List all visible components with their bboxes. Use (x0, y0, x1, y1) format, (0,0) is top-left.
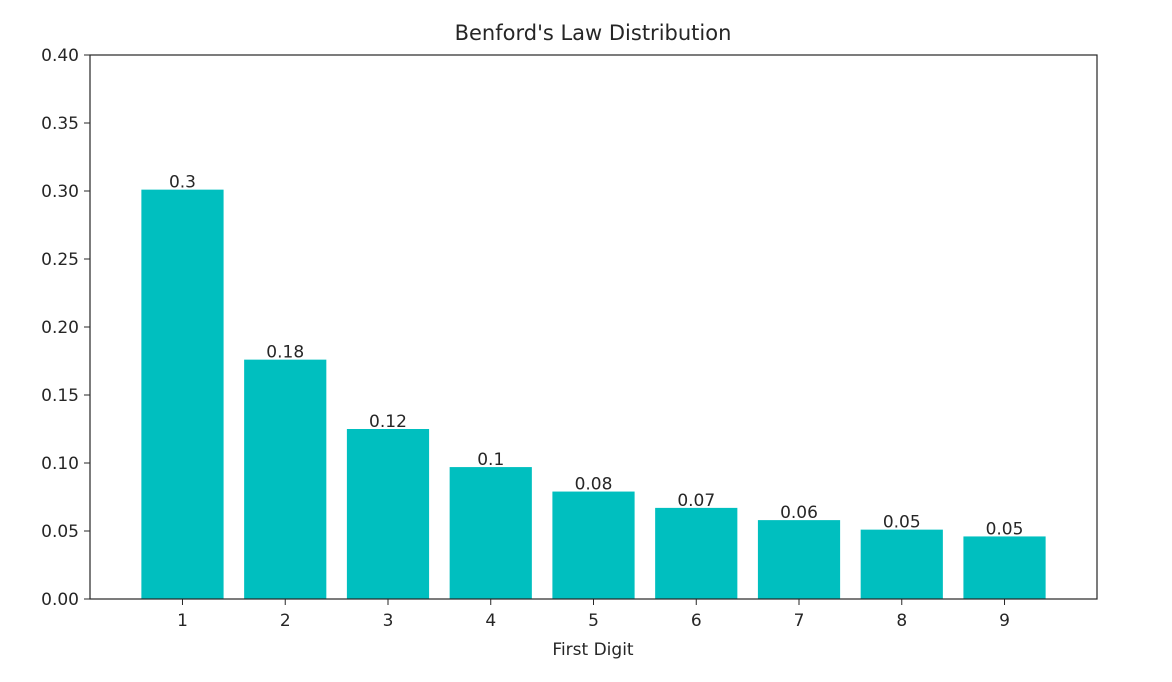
bar-value-label: 0.12 (369, 412, 407, 432)
y-axis: 0.00 0.05 0.10 0.15 0.20 0.25 0.30 0.35 0.40 (41, 46, 90, 610)
bar-3 (346, 429, 430, 599)
y-tick-label: 0.15 (41, 386, 79, 406)
bar-value-label: 0.06 (780, 503, 818, 523)
bars (141, 189, 1046, 599)
x-tick-label: 6 (691, 611, 702, 631)
bar-value-label: 0.07 (677, 491, 715, 511)
bar-4 (449, 467, 532, 599)
x-tick-label: 4 (485, 611, 496, 631)
x-tick-label: 1 (177, 611, 188, 631)
bar-value-label: 0.3 (169, 173, 196, 193)
x-axis: 1 2 3 4 5 6 7 8 9 (177, 599, 1010, 631)
bar-7 (757, 520, 841, 599)
y-tick-label: 0.00 (41, 590, 79, 610)
x-tick-label: 2 (280, 611, 291, 631)
bar-2 (244, 359, 327, 599)
y-tick-label: 0.40 (41, 46, 79, 66)
x-tick-label: 9 (999, 611, 1010, 631)
bar-value-label: 0.1 (477, 450, 504, 470)
x-tick-label: 8 (896, 611, 907, 631)
y-tick-label: 0.35 (41, 114, 79, 134)
y-tick-label: 0.25 (41, 250, 79, 270)
bar-value-label: 0.08 (575, 475, 613, 495)
y-tick-label: 0.20 (41, 318, 79, 338)
chart-title: Benford's Law Distribution (455, 21, 732, 45)
x-tick-label: 7 (794, 611, 805, 631)
bar-value-label: 0.05 (986, 519, 1024, 539)
x-tick-label: 5 (588, 611, 599, 631)
x-axis-label: First Digit (552, 640, 634, 660)
plot-frame (89, 54, 1098, 600)
y-tick-label: 0.30 (41, 182, 79, 202)
bar-6 (655, 507, 738, 599)
bar-5 (552, 491, 635, 599)
y-tick-label: 0.10 (41, 454, 79, 474)
bar-8 (860, 529, 943, 599)
bar-value-labels: 0.3 0.18 0.12 0.1 0.08 0.07 0.06 0.05 0.05 (169, 173, 1023, 540)
bar-1 (141, 189, 224, 599)
bar-9 (963, 536, 1046, 599)
bar-value-label: 0.18 (266, 343, 304, 363)
y-tick-label: 0.05 (41, 522, 79, 542)
bar-value-label: 0.05 (883, 513, 921, 533)
x-tick-label: 3 (383, 611, 394, 631)
